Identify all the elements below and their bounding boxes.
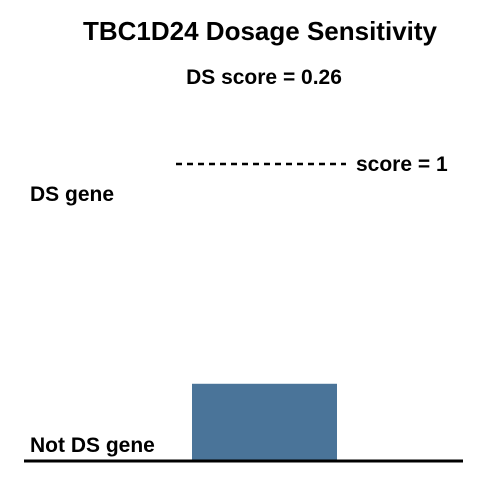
not-ds-gene-label: Not DS gene xyxy=(30,434,155,457)
bar-0 xyxy=(192,383,337,461)
chart-subtitle: DS score = 0.26 xyxy=(186,66,342,89)
chart-title: TBC1D24 Dosage Sensitivity xyxy=(83,16,438,46)
bars-group xyxy=(192,383,337,461)
reference-line-label: score = 1 xyxy=(356,153,448,176)
ds-gene-label: DS gene xyxy=(30,183,114,206)
